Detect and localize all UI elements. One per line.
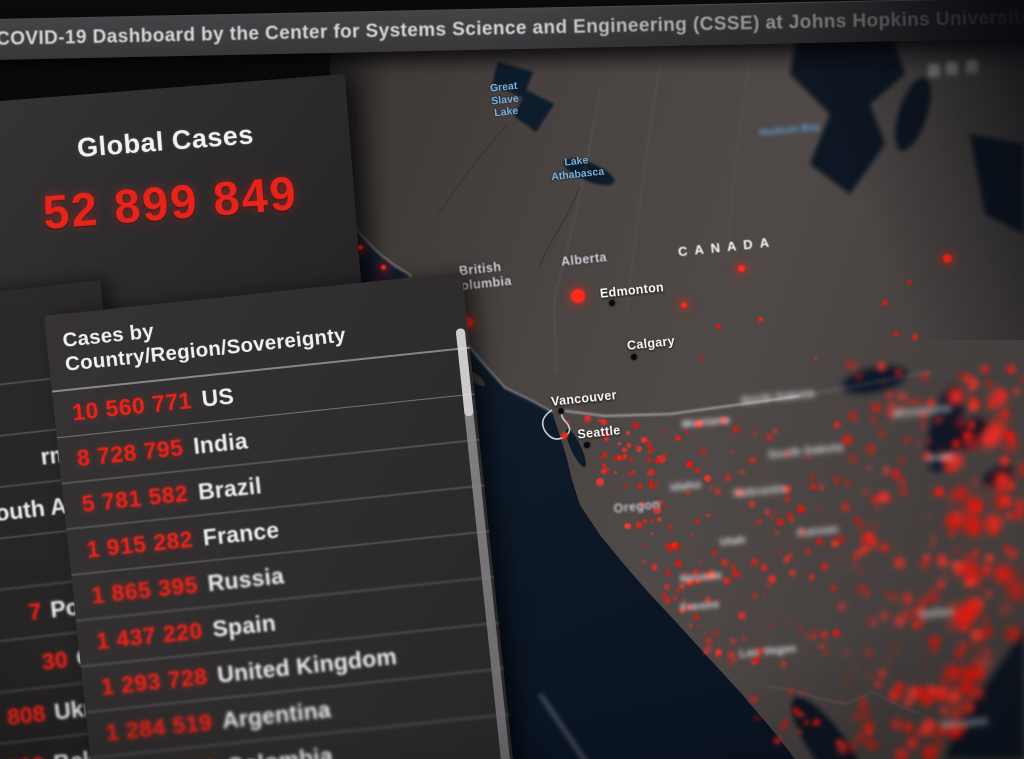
state-label: Iowa [926,450,954,465]
country-name: US [200,382,236,412]
state-label: Kansas [796,523,840,540]
country-name: Spain [211,609,278,643]
cases-by-country-panel: Cases by Country/Region/Sovereignty 10 5… [44,272,518,759]
case-count-fragment: 7 [27,597,43,625]
lake-label: Lake Athabasca [550,154,605,183]
city-marker-dot[interactable] [609,300,615,306]
state-label: Dallas [918,605,955,622]
blurred-ui-fragment [928,64,940,77]
state-label: Utah [719,534,747,549]
case-count-fragment: 808 [5,699,47,730]
global-cases-label: Global Cases [75,119,255,164]
state-label: South Dakota [767,441,845,462]
state-label: Las Vegas [738,642,798,661]
state-label: Idaho [669,478,703,495]
state-label: Fresno [679,598,720,615]
city-label: Edmonton [599,280,665,301]
blurred-ui-fragment [966,60,978,73]
blurred-ui-fragment [946,62,958,75]
case-count-fragment: 30 [40,645,69,675]
global-cases-count: 52 899 849 [40,166,300,239]
case-count: 1 915 282 [85,525,195,563]
city-label: Vancouver [550,388,618,409]
case-count: 1 284 519 [104,708,214,746]
state-label: Houston [940,714,990,732]
lake-label: Great Slave Lake [489,79,520,120]
state-label: North Dakota [740,387,816,408]
country-name: Argentina [220,696,333,734]
case-count: 1 437 220 [94,617,204,655]
state-label: Nevada [679,569,723,586]
city-label: Seattle [576,423,622,442]
case-count: 1 865 395 [90,571,200,609]
province-label: Alberta [560,250,608,269]
country-name: Colombia [226,742,335,759]
country-name: India [191,427,249,460]
country-name: France [201,516,281,551]
country-name: Brazil [196,472,263,505]
country-list-rows: 10 560 771 US 8 728 795 India 5 781 582 Brazi… [52,348,518,759]
country-name: Russia [206,562,286,597]
state-label: Montana [681,413,731,431]
state-label: Nebraska [733,482,787,501]
province-label: Oregon [612,497,661,516]
city-marker-dot[interactable] [631,354,637,360]
case-count: 1 174 012 [109,754,218,759]
city-label: Calgary [626,334,676,353]
case-count-fragment: 0 393 [0,751,46,759]
city-marker-dot[interactable] [584,442,590,448]
country-label: CANADA [677,234,777,260]
state-label: Minnesota [892,402,952,421]
lake-label: Hudson Bay [758,120,822,139]
city-marker-dot[interactable] [558,408,564,414]
case-count: 1 293 728 [99,662,209,700]
case-count: 10 560 771 [70,387,194,426]
case-count: 8 728 795 [75,434,185,472]
case-count: 5 781 582 [80,479,190,518]
